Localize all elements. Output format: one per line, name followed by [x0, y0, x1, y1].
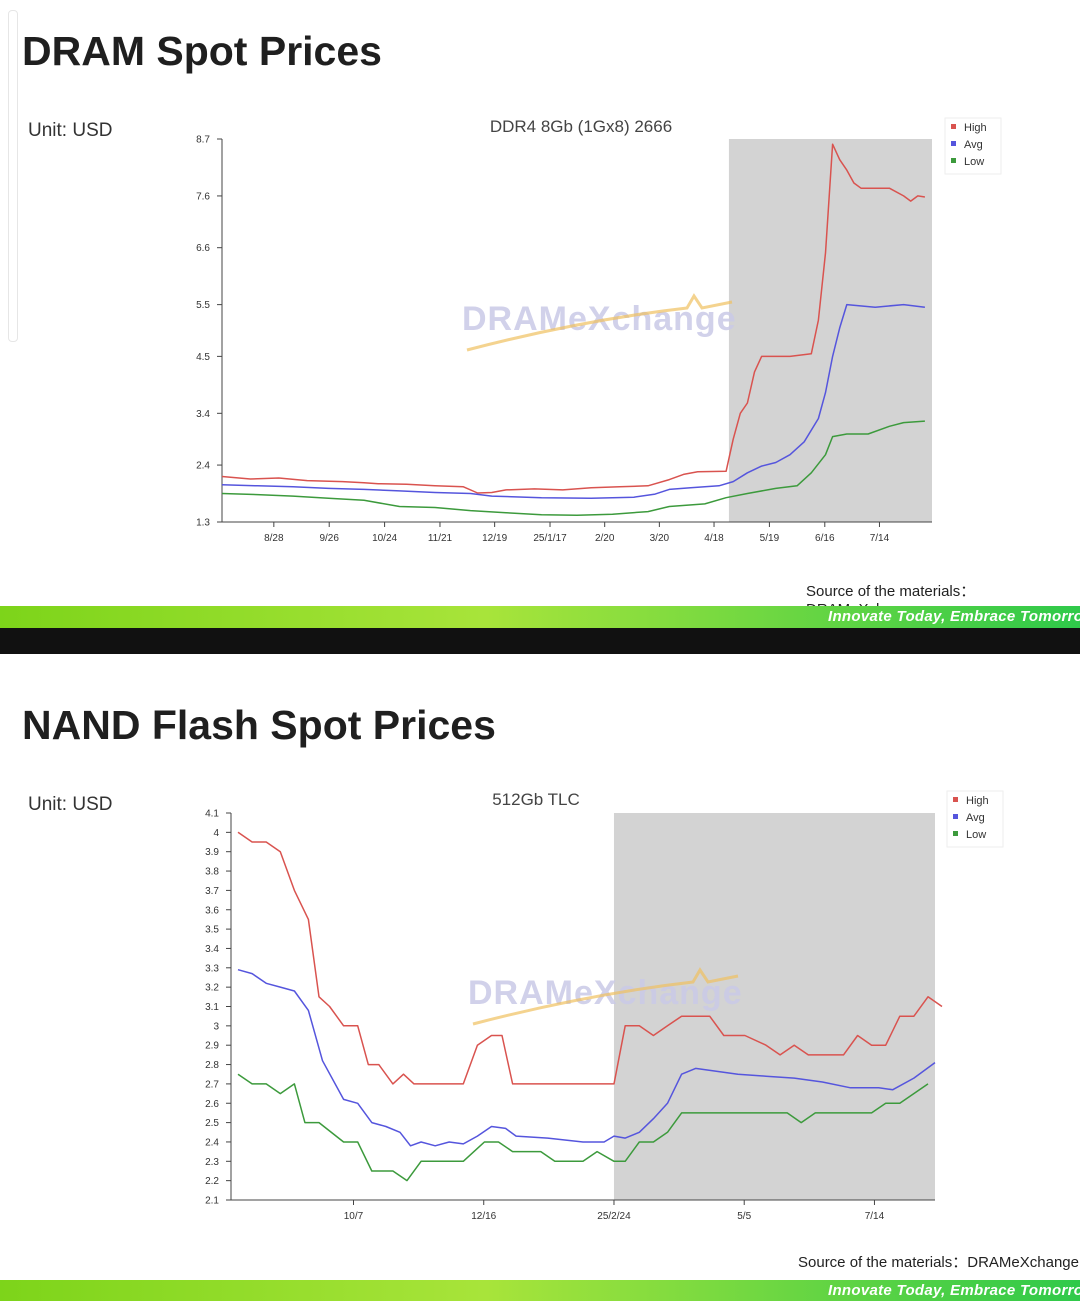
- watermark-text: DRAMeXchange: [462, 300, 737, 338]
- legend-label-low: Low: [964, 156, 984, 168]
- y-tick-label: 3.6: [205, 905, 219, 916]
- y-tick-label: 3.1: [205, 1002, 219, 1013]
- y-tick-label: 3.8: [205, 867, 219, 878]
- series-layer: [221, 143, 926, 517]
- nand-panel: NAND Flash Spot Prices Unit: USD 2.1 2.2 2…: [0, 654, 1080, 1301]
- legend-label-avg: Avg: [964, 139, 983, 151]
- x-tick-label: 6/16: [815, 533, 835, 544]
- tick-labels: 2.1 2.2 2.3 2.4 2.5 2.6 2.7 2.8 2.9 3 3.1 3.2 3.3 3.4…: [205, 809, 885, 1223]
- legend-swatch-avg: [951, 141, 956, 146]
- legend: High Avg Low: [946, 790, 1004, 848]
- x-tick-label: 12/19: [482, 533, 507, 544]
- y-tick-label: 2.1: [205, 1196, 219, 1207]
- unit-label: Unit: USD: [28, 794, 113, 815]
- nand-chart: 2.1 2.2 2.3 2.4 2.5 2.6 2.7 2.8 2.9 3 3.1 3.2 3.3 3.4…: [205, 790, 1004, 1223]
- dram-chart: 1.3 2.4 3.4 4.5 5.5 6.6 7.6 8.7 8/28 9/26 10/24 11/…: [196, 117, 1002, 545]
- section-divider: [0, 628, 1080, 654]
- source-note: Source of the materials：DRAMeXchange: [798, 1254, 1079, 1271]
- series-line-avg: [237, 968, 936, 1147]
- slogan-bar: Innovate Today, Embrace Tomorrow: [0, 606, 1080, 628]
- legend-swatch-avg: [953, 814, 958, 819]
- legend-label-high: High: [966, 795, 989, 807]
- legend-swatch-high: [953, 797, 958, 802]
- y-tick-label: 2.3: [205, 1157, 219, 1168]
- x-tick-label: 8/28: [264, 533, 284, 544]
- series-line-low: [237, 1073, 929, 1182]
- chart-title: 512Gb TLC: [492, 790, 580, 809]
- slogan-text: Innovate Today, Embrace Tomorrow: [828, 608, 1080, 625]
- page-title: NAND Flash Spot Prices: [22, 702, 496, 748]
- chart-title: DDR4 8Gb (1Gx8) 2666: [490, 117, 672, 136]
- slogan-text: Innovate Today, Embrace Tomorrow: [828, 1282, 1080, 1299]
- legend-label-low: Low: [966, 829, 986, 841]
- x-tick-label: 25/2/24: [597, 1211, 631, 1222]
- series-line-low: [221, 420, 925, 517]
- watermark-swoosh: [466, 293, 733, 352]
- y-tick-label: 2.4: [205, 1137, 219, 1148]
- x-tick-label: 12/16: [471, 1211, 496, 1222]
- y-tick-label: 3.4: [205, 944, 219, 955]
- y-tick-label: 1.3: [196, 518, 210, 529]
- series-layer: [237, 831, 943, 1182]
- x-tick-label: 3/20: [650, 533, 670, 544]
- y-tick-label: 3.2: [205, 983, 219, 994]
- y-tick-label: 5.5: [196, 300, 210, 311]
- legend-swatch-low: [953, 831, 958, 836]
- y-tick-label: 3: [213, 1021, 219, 1032]
- x-tick-label: 7/14: [870, 533, 890, 544]
- axes: [221, 139, 932, 523]
- x-tick-label: 5/5: [737, 1211, 751, 1222]
- y-tick-label: 2.5: [205, 1118, 219, 1129]
- x-tick-label: 11/21: [428, 533, 453, 544]
- y-tick-label: 2.7: [205, 1079, 219, 1090]
- dram-panel: DRAM Spot Prices Unit: USD 1.3 2.4 3.4 4.5 5…: [0, 0, 1080, 628]
- y-tick-label: 2.6: [205, 1099, 219, 1110]
- watermark-text: DRAMeXchange: [468, 974, 743, 1012]
- y-tick-label: 2.8: [205, 1060, 219, 1071]
- legend-swatch-low: [951, 158, 956, 163]
- slogan-bar: Innovate Today, Embrace Tomorrow: [0, 1280, 1080, 1301]
- series-line-avg: [221, 303, 925, 499]
- x-tick-label: 5/19: [760, 533, 780, 544]
- series-line-high: [237, 831, 943, 1085]
- y-tick-label: 4: [213, 828, 219, 839]
- y-tick-label: 3.9: [205, 847, 219, 858]
- legend-label-high: High: [964, 122, 987, 134]
- y-tick-label: 3.7: [205, 886, 219, 897]
- y-tick-label: 3.3: [205, 963, 219, 974]
- x-tick-label: 2/20: [595, 533, 615, 544]
- tick-labels: 1.3 2.4 3.4 4.5 5.5 6.6 7.6 8.7 8/28 9/26 10/24 11/…: [196, 135, 890, 545]
- x-tick-label: 7/14: [865, 1211, 885, 1222]
- x-tick-label: 9/26: [319, 533, 339, 544]
- shaded-forecast-region: [613, 813, 935, 1200]
- y-tick-label: 7.6: [196, 191, 210, 202]
- y-tick-label: 4.1: [205, 809, 219, 820]
- watermark-swoosh: [472, 967, 739, 1026]
- shaded-forecast-region: [728, 139, 932, 522]
- series-line-high: [221, 143, 926, 494]
- legend: High Avg Low: [944, 117, 1002, 175]
- y-tick-label: 8.7: [196, 135, 210, 146]
- y-tick-label: 3.5: [205, 925, 219, 936]
- scrollbar-track[interactable]: [8, 10, 18, 342]
- x-tick-label: 10/24: [372, 533, 397, 544]
- y-tick-label: 3.4: [196, 409, 210, 420]
- unit-label: Unit: USD: [28, 120, 113, 141]
- y-tick-label: 2.2: [205, 1176, 219, 1187]
- x-tick-label: 10/7: [344, 1211, 364, 1222]
- y-tick-label: 2.9: [205, 1041, 219, 1052]
- legend-swatch-high: [951, 124, 956, 129]
- y-tick-label: 6.6: [196, 243, 210, 254]
- page-title: DRAM Spot Prices: [22, 28, 382, 74]
- legend-label-avg: Avg: [966, 812, 985, 824]
- x-tick-label: 25/1/17: [533, 533, 567, 544]
- y-tick-label: 4.5: [196, 352, 210, 363]
- x-tick-label: 4/18: [704, 533, 724, 544]
- y-tick-label: 2.4: [196, 461, 210, 472]
